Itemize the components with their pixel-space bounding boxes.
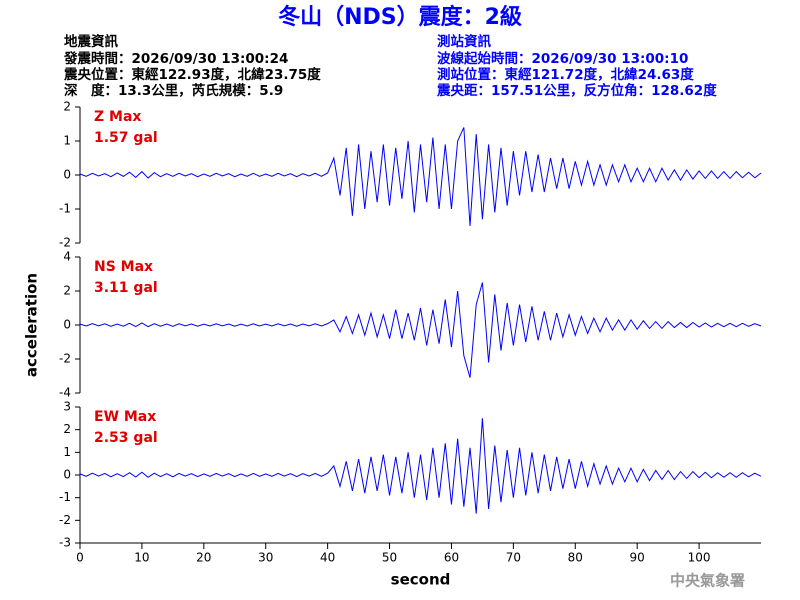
info-left: 震央位置：東經122.93度，北緯23.75度 <box>63 66 321 83</box>
x-tick-label: 20 <box>196 551 211 565</box>
info-left: 地震資訊 <box>64 33 118 50</box>
chart-title: 冬山（NDS）震度：2級 <box>278 4 522 30</box>
y-tick-label: 0 <box>63 468 71 482</box>
annotation: 2.53 gal <box>94 430 158 446</box>
y-tick-label: -3 <box>59 536 71 550</box>
y-tick-label: -2 <box>59 236 71 250</box>
info-left: 深 度：13.3公里，芮氏規模：5.9 <box>64 82 283 99</box>
annotation: EW Max <box>94 409 156 425</box>
y-tick-label: -2 <box>59 513 71 527</box>
y-tick-label: 0 <box>63 318 71 332</box>
y-tick-label: 0 <box>63 168 71 182</box>
waveform <box>79 127 762 227</box>
y-tick-label: 1 <box>63 134 71 148</box>
annotation: NS Max <box>94 259 153 275</box>
x-tick-label: 40 <box>320 551 335 565</box>
x-tick-label: 0 <box>76 551 84 565</box>
waveform <box>79 418 762 514</box>
info-left: 發震時間：2026/09/30 13:00:24 <box>63 50 288 67</box>
annotation: 3.11 gal <box>94 280 158 296</box>
y-tick-label: 4 <box>63 250 71 264</box>
annotation: 1.57 gal <box>94 130 158 146</box>
y-tick-label: -1 <box>59 490 71 504</box>
x-tick-label: 60 <box>444 551 459 565</box>
y-tick-label: -2 <box>59 352 71 366</box>
info-right: 震央距：157.51公里，反方位角：128.62度 <box>436 82 717 99</box>
y-tick-label: 2 <box>63 422 71 436</box>
waveform <box>79 282 762 378</box>
x-tick-label: 10 <box>134 551 149 565</box>
x-tick-label: 70 <box>506 551 521 565</box>
y-axis-label: acceleration <box>23 273 41 377</box>
x-tick-label: 100 <box>688 551 711 565</box>
y-tick-label: 2 <box>63 284 71 298</box>
y-tick-label: 1 <box>63 445 71 459</box>
info-right: 波線起始時間：2026/09/30 13:00:10 <box>437 50 688 67</box>
info-right: 測站資訊 <box>437 33 491 50</box>
y-tick-label: 3 <box>63 400 71 414</box>
footer: 中央氣象署 <box>670 572 745 590</box>
y-tick-label: -1 <box>59 202 71 216</box>
x-tick-label: 50 <box>382 551 397 565</box>
x-tick-label: 80 <box>568 551 583 565</box>
annotation: Z Max <box>94 109 141 125</box>
info-right: 測站位置：東經121.72度，北緯24.63度 <box>437 66 694 83</box>
x-axis-label: second <box>391 571 451 589</box>
x-tick-label: 30 <box>258 551 273 565</box>
y-tick-label: 2 <box>63 100 71 114</box>
x-tick-label: 90 <box>630 551 645 565</box>
y-tick-label: -4 <box>59 386 71 400</box>
